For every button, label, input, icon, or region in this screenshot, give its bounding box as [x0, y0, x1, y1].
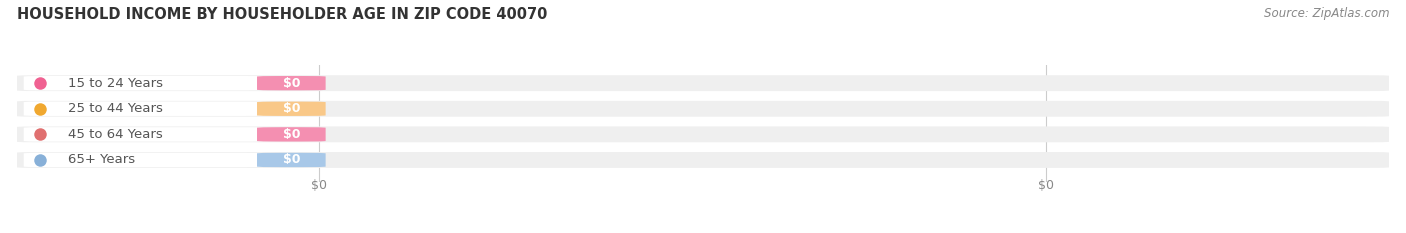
FancyBboxPatch shape: [257, 127, 326, 141]
FancyBboxPatch shape: [24, 102, 271, 116]
Text: $0: $0: [283, 77, 299, 90]
FancyBboxPatch shape: [17, 127, 1389, 142]
FancyBboxPatch shape: [24, 153, 271, 167]
FancyBboxPatch shape: [17, 75, 1389, 91]
Text: $0: $0: [283, 102, 299, 115]
FancyBboxPatch shape: [24, 76, 271, 90]
Text: 65+ Years: 65+ Years: [67, 154, 135, 166]
FancyBboxPatch shape: [257, 102, 326, 116]
FancyBboxPatch shape: [257, 76, 326, 90]
Text: $0: $0: [283, 154, 299, 166]
Text: 15 to 24 Years: 15 to 24 Years: [67, 77, 163, 90]
Text: $0: $0: [1038, 179, 1054, 192]
Text: HOUSEHOLD INCOME BY HOUSEHOLDER AGE IN ZIP CODE 40070: HOUSEHOLD INCOME BY HOUSEHOLDER AGE IN Z…: [17, 7, 547, 22]
FancyBboxPatch shape: [257, 153, 326, 167]
FancyBboxPatch shape: [17, 101, 1389, 117]
Text: Source: ZipAtlas.com: Source: ZipAtlas.com: [1264, 7, 1389, 20]
Text: 25 to 44 Years: 25 to 44 Years: [67, 102, 163, 115]
Text: $0: $0: [283, 128, 299, 141]
FancyBboxPatch shape: [17, 152, 1389, 168]
Text: 45 to 64 Years: 45 to 64 Years: [67, 128, 163, 141]
Text: $0: $0: [311, 179, 326, 192]
FancyBboxPatch shape: [24, 127, 271, 141]
